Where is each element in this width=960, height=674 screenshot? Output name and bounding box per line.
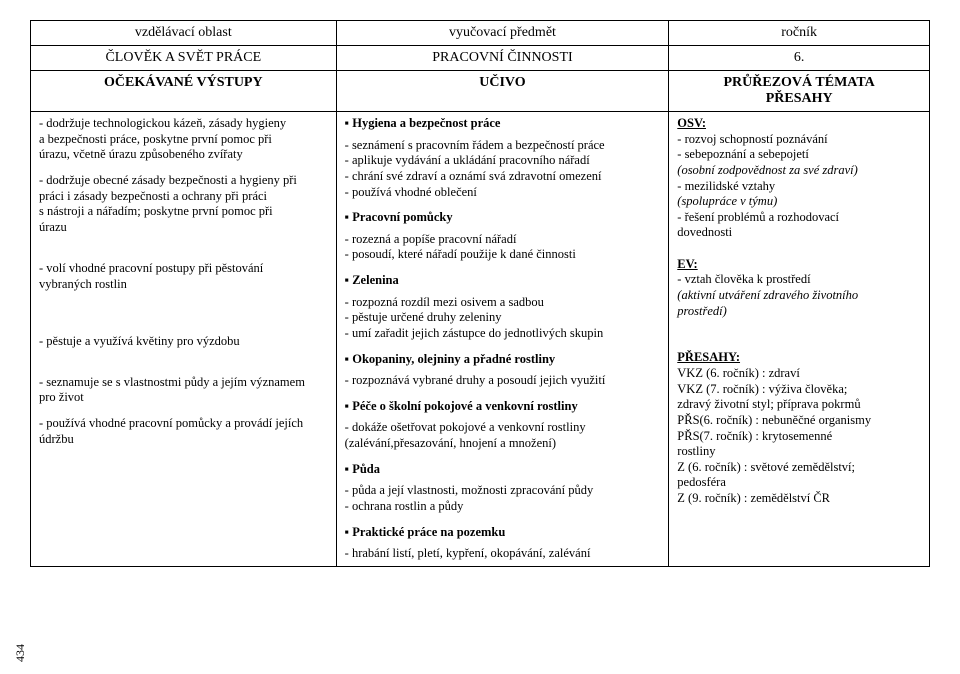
topic-puda-items: - půda a její vlastnosti, možnosti zprac… [345, 483, 661, 514]
presahy-l2: VKZ (7. ročník) : výživa člověka; [677, 382, 921, 398]
outcome-2-l2: práci i zásady bezpečnosti a ochrany při… [39, 189, 328, 205]
presahy-l6: rostliny [677, 444, 921, 460]
presahy-l7: Z (6. ročník) : světové zemědělství; [677, 460, 921, 476]
presahy-l1: VKZ (6. ročník) : zdraví [677, 366, 921, 382]
outcome-6-l1: - používá vhodné pracovní pomůcky a prov… [39, 416, 328, 432]
col-heading-content: UČIVO [336, 71, 669, 112]
themes-line2: PŘESAHY [766, 91, 833, 106]
s6-l1: - půda a její vlastnosti, možnosti zprac… [345, 483, 661, 499]
presahy-label: PŘESAHY: [677, 350, 740, 364]
ev-l1: - vztah člověka k prostředí [677, 272, 921, 288]
outcome-5: - seznamuje se s vlastnostmi půdy a její… [39, 375, 328, 406]
themes-line1: PRŮŘEZOVÁ TÉMATA [723, 75, 874, 90]
outcome-1: - dodržuje technologickou kázeň, zásady … [39, 116, 328, 163]
s3-l2: - pěstuje určené druhy zeleniny [345, 310, 661, 326]
header-row-1: vzdělávací oblast vyučovací předmět ročn… [31, 21, 930, 46]
outcome-4-l1: - pěstuje a využívá květiny pro výzdobu [39, 334, 328, 350]
ev-l3: prostředí) [677, 304, 921, 320]
presahy-l4: PŘS(6. ročník) : nebuněčné organismy [677, 413, 921, 429]
s6-l2: - ochrana rostlin a půdy [345, 499, 661, 515]
s1-l4: - používá vhodné oblečení [345, 185, 661, 201]
osv-label: OSV: [677, 116, 706, 130]
topic-zelenina: Zelenina [345, 273, 661, 289]
ev-l2: (aktivní utváření zdravého životního [677, 288, 921, 304]
outcome-2-l1: - dodržuje obecné zásady bezpečnosti a h… [39, 173, 328, 189]
hdr-subject-label: vyučovací předmět [336, 21, 669, 46]
topic-pomucky: Pracovní pomůcky [345, 210, 661, 226]
presahy-l3: zdravý životní styl; příprava pokrmů [677, 397, 921, 413]
page-number: 434 [13, 644, 28, 662]
s2-l2: - posoudí, které nářadí použije k dané č… [345, 247, 661, 263]
presahy-l8: pedosféra [677, 475, 921, 491]
topic-prakticke-items: - hrabání listí, pletí, kypření, okopává… [345, 546, 661, 562]
hdr-grade-value: 6. [669, 46, 930, 71]
outcome-1-l1: - dodržuje technologickou kázeň, zásady … [39, 116, 328, 132]
outcome-5-l1: - seznamuje se s vlastnostmi půdy a její… [39, 375, 328, 391]
s1-l2: - aplikuje vydávání a ukládání pracovníh… [345, 153, 661, 169]
topic-hygiena: Hygiena a bezpečnost práce [345, 116, 661, 132]
presahy-l9: Z (9. ročník) : zemědělství ČR [677, 491, 921, 507]
s5-l2: (zalévání,přesazování, hnojení a množení… [345, 436, 661, 452]
col-heading-themes: PRŮŘEZOVÁ TÉMATA PŘESAHY [669, 71, 930, 112]
curriculum-table: vzdělávací oblast vyučovací předmět ročn… [30, 20, 930, 567]
content-cell: Hygiena a bezpečnost práce - seznámení s… [336, 112, 669, 567]
outcomes-cell: - dodržuje technologickou kázeň, zásady … [31, 112, 337, 567]
osv-l1: - rozvoj schopností poznávání [677, 132, 921, 148]
outcome-3: - volí vhodné pracovní postupy při pěsto… [39, 261, 328, 292]
hdr-subject-value: PRACOVNÍ ČINNOSTI [336, 46, 669, 71]
outcome-3-l2: vybraných rostlin [39, 277, 328, 293]
s1-l1: - seznámení s pracovním řádem a bezpečno… [345, 138, 661, 154]
subheader-row: OČEKÁVANÉ VÝSTUPY UČIVO PRŮŘEZOVÁ TÉMATA… [31, 71, 930, 112]
presahy-l5: PŘS(7. ročník) : krytosemenné [677, 429, 921, 445]
header-row-2: ČLOVĚK A SVĚT PRÁCE PRACOVNÍ ČINNOSTI 6. [31, 46, 930, 71]
topic-pomucky-items: - rozezná a popíše pracovní nářadí - pos… [345, 232, 661, 263]
topic-puda: Půda [345, 462, 661, 478]
outcome-2-l3: s nástroji a nářadím; poskytne první pom… [39, 204, 328, 220]
hdr-grade-label: ročník [669, 21, 930, 46]
s1-l3: - chrání své zdraví a oznámí svá zdravot… [345, 169, 661, 185]
outcome-1-l2: a bezpečnosti práce, poskytne první pomo… [39, 132, 328, 148]
outcome-5-l2: pro život [39, 390, 328, 406]
topic-pece: Péče o školní pokojové a venkovní rostli… [345, 399, 661, 415]
topic-okopaniny-items: - rozpoznává vybrané druhy a posoudí jej… [345, 373, 661, 389]
s3-l3: - umí zařadit jejich zástupce do jednotl… [345, 326, 661, 342]
outcome-2: - dodržuje obecné zásady bezpečnosti a h… [39, 173, 328, 236]
osv-l3: (osobní zodpovědnost za své zdraví) [677, 163, 921, 179]
ev-label: EV: [677, 257, 697, 271]
topic-hygiena-items: - seznámení s pracovním řádem a bezpečno… [345, 138, 661, 201]
themes-cell: OSV: - rozvoj schopností poznávání - seb… [669, 112, 930, 567]
topic-prakticke: Praktické práce na pozemku [345, 525, 661, 541]
s7-l1: - hrabání listí, pletí, kypření, okopává… [345, 546, 661, 562]
osv-l6: - řešení problémů a rozhodovací [677, 210, 921, 226]
outcome-4: - pěstuje a využívá květiny pro výzdobu [39, 334, 328, 350]
osv-l5: (spolupráce v týmu) [677, 194, 921, 210]
s5-l1: - dokáže ošetřovat pokojové a venkovní r… [345, 420, 661, 436]
col-heading-outcomes: OČEKÁVANÉ VÝSTUPY [31, 71, 337, 112]
outcome-2-l4: úrazu [39, 220, 328, 236]
topic-zelenina-items: - rozpozná rozdíl mezi osivem a sadbou -… [345, 295, 661, 342]
s2-l1: - rozezná a popíše pracovní nářadí [345, 232, 661, 248]
hdr-area-value: ČLOVĚK A SVĚT PRÁCE [31, 46, 337, 71]
s4-l1: - rozpoznává vybrané druhy a posoudí jej… [345, 373, 661, 389]
osv-l7: dovednosti [677, 225, 921, 241]
topic-okopaniny: Okopaniny, olejniny a přadné rostliny [345, 352, 661, 368]
s3-l1: - rozpozná rozdíl mezi osivem a sadbou [345, 295, 661, 311]
hdr-area-label: vzdělávací oblast [31, 21, 337, 46]
osv-l4: - mezilidské vztahy [677, 179, 921, 195]
outcome-3-l1: - volí vhodné pracovní postupy při pěsto… [39, 261, 328, 277]
outcome-6: - používá vhodné pracovní pomůcky a prov… [39, 416, 328, 447]
body-row: - dodržuje technologickou kázeň, zásady … [31, 112, 930, 567]
topic-pece-items: - dokáže ošetřovat pokojové a venkovní r… [345, 420, 661, 451]
osv-l2: - sebepoznání a sebepojetí [677, 147, 921, 163]
outcome-1-l3: úrazu, včetně úrazu způsobeného zvířaty [39, 147, 328, 163]
outcome-6-l2: údržbu [39, 432, 328, 448]
